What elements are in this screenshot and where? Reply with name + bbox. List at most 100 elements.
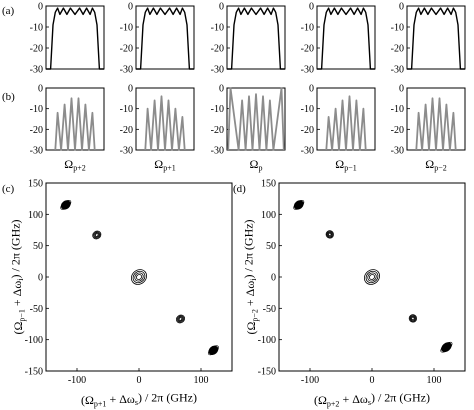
panel-c-island-4 — [175, 314, 186, 324]
panel-d-ytick-label-6: -150 — [258, 367, 276, 378]
panel-d-island-3-ring-1 — [364, 269, 380, 285]
panel-c-ylabel: (Ωp−1 + Δωi) / 2π (GHz) — [9, 219, 27, 334]
panel-c-island-4-ring-4 — [178, 317, 183, 321]
panel-b-ytick-label-2-3: -30 — [120, 146, 133, 157]
panel-d-ytick-label-2: 50 — [266, 241, 276, 252]
panel-a-cell-2: 0 -10 -20 -30 — [120, 2, 195, 76]
panel-b-ytick-label-5-0: 0 — [399, 84, 404, 95]
panel-a-ytick-label-1-1: -10 — [30, 23, 43, 34]
panel-b-ytick-label-2-0: 0 — [128, 84, 133, 95]
panel-b-ytick-label-1-0: 0 — [38, 84, 43, 95]
panel-d-island-4-ring-4 — [411, 316, 415, 321]
panel-b-cell-3: 0 -10 -20 -30 — [211, 84, 286, 157]
panel-b-ytick-label-3-3: -30 — [211, 146, 224, 157]
panel-b-ytick-label-5-3: -30 — [391, 146, 404, 157]
panel-b-ytick-label-3-1: -10 — [211, 104, 224, 115]
panel-a-curve-2 — [136, 7, 194, 70]
panel-d-ytick-label-5: -100 — [258, 335, 276, 346]
panel-b: 0 -10 -20 -30 0 -10 -20 -30 0 -10 -20 -30 0 -10 -20 -30… — [30, 84, 466, 157]
panel-d-island-4-ring-3 — [410, 315, 416, 321]
panel-d-island-4-ring-1 — [408, 314, 418, 323]
panel-d-island-1 — [293, 199, 305, 210]
panel-a-curve-5 — [407, 7, 465, 70]
panel-c-island-2-ring-1 — [92, 230, 102, 240]
panel-b-ytick-label-4-3: -30 — [301, 146, 314, 157]
panel-c-island-4-ring-1 — [175, 314, 186, 324]
panel-a-ytick-label-4-1: -10 — [301, 23, 314, 34]
panel-b-ytick-label-2-2: -20 — [120, 125, 133, 136]
panel-c-ytick-label-6: -150 — [25, 367, 43, 378]
panel-b-curve-1 — [54, 97, 96, 151]
panel-d-island-5-rim — [440, 341, 453, 353]
panel-label-b: (b) — [2, 91, 15, 103]
panel-d: 150 100 50 0 -50 -100 -150 -100 0 100 (Ωp+2 + Δωs)… — [242, 179, 466, 409]
panel-d-island-3 — [364, 269, 380, 285]
panel-b-ytick-label-3-0: 0 — [219, 84, 224, 95]
panel-c-island-4-ring-3 — [177, 316, 184, 322]
panel-b-ytick-label-1-3: -30 — [30, 146, 43, 157]
panel-c-xtick-label-1: 0 — [137, 375, 142, 386]
panel-a-ytick-label-5-0: 0 — [399, 2, 404, 13]
panel-c-xtick-label-0: -100 — [68, 375, 86, 386]
panel-a-ytick-label-1-2: -20 — [30, 44, 43, 55]
panel-a-ytick-label-4-0: 0 — [309, 2, 314, 13]
panel-a-ytick-label-2-2: -20 — [120, 44, 133, 55]
panel-b-ytick-label-3-2: -20 — [211, 125, 224, 136]
panel-b-cell-4: 0 -10 -20 -30 — [301, 84, 376, 157]
panel-b-ytick-label-4-2: -20 — [301, 125, 314, 136]
panel-a-frame-1 — [45, 5, 105, 70]
panel-label-a: (a) — [2, 5, 15, 17]
panel-a-cell-4: 0 -10 -20 -30 — [301, 2, 376, 76]
panel-c-island-2-ring-2 — [93, 231, 101, 239]
panel-c-ytick-label-1: 100 — [28, 210, 43, 221]
panel-c: 150 100 50 0 -50 -100 -150 -100 0 100 (Ωp+1 + Δωs)… — [9, 179, 233, 409]
panel-c-xlabel: (Ωp+1 + Δωs) / 2π (GHz) — [81, 391, 197, 409]
panel-c-ytick-label-2: 50 — [33, 241, 43, 252]
panel-d-ytick-label-0: 150 — [261, 179, 276, 190]
panel-a-ytick-label-3-1: -10 — [211, 23, 224, 34]
panel-c-island-3 — [131, 269, 147, 285]
panel-d-island-3-ring-4 — [369, 274, 375, 280]
panel-a-ytick-label-3-0: 0 — [219, 2, 224, 13]
panel-d-xtick-label-1: 0 — [370, 375, 375, 386]
panel-a-ytick-label-5-3: -30 — [391, 65, 404, 76]
panel-a-ytick-label-5-1: -10 — [391, 23, 404, 34]
panel-d-ytick-label-4: -50 — [263, 304, 276, 315]
panel-a-frame-4 — [316, 5, 376, 70]
panel-d-xlabel: (Ωp+2 + Δωs) / 2π (GHz) — [314, 391, 430, 409]
spectral-xlabel-3: Ωp — [250, 157, 263, 172]
panel-c-island-2-ring-4 — [95, 233, 99, 237]
panel-d-island-1-rim — [293, 199, 305, 210]
panel-a-frame-5 — [406, 5, 466, 70]
panel-d-ylabel: (Ωp−2 + Δωi) / 2π (GHz) — [242, 219, 260, 334]
panel-c-xtick-label-2: 100 — [194, 375, 209, 386]
panel-c-island-3-ring-2 — [132, 270, 146, 284]
panel-b-cell-2: 0 -10 -20 -30 — [120, 84, 195, 157]
panel-d-island-4 — [408, 314, 418, 323]
panel-b-ytick-label-1-2: -20 — [30, 125, 43, 136]
panel-d-xtick-label-0: -100 — [301, 375, 319, 386]
panel-d-island-2 — [325, 230, 334, 239]
panel-a-cell-5: 0 -10 -20 -30 — [391, 2, 466, 76]
panel-d-island-5 — [440, 341, 453, 353]
panel-b-curve-2 — [144, 95, 186, 151]
panel-a-ytick-label-3-3: -30 — [211, 65, 224, 76]
spectral-xlabel-1: Ωp+2 — [64, 157, 85, 172]
panel-b-ytick-label-2-1: -10 — [120, 104, 133, 115]
panel-b-ytick-label-1-1: -10 — [30, 104, 43, 115]
panel-b-curve-4 — [325, 95, 367, 151]
panel-b-ytick-label-4-0: 0 — [309, 84, 314, 95]
panel-a-ytick-label-4-3: -30 — [301, 65, 314, 76]
panel-d-island-2-ring-3 — [327, 231, 333, 237]
panel-c-island-3-ring-3 — [134, 272, 144, 282]
spectral-xlabel-2: Ωp+1 — [154, 157, 175, 172]
panel-a-ytick-label-1-3: -30 — [30, 65, 43, 76]
panel-b-ytick-label-4-1: -10 — [301, 104, 314, 115]
panel-d-island-4-ring-2 — [409, 315, 417, 322]
panel-a-cell-1: 0 -10 -20 -30 — [30, 2, 105, 76]
panel-a-curve-3 — [227, 7, 285, 70]
panel-c-ytick-label-3: 0 — [38, 273, 43, 284]
panel-c-island-5-rim — [207, 345, 219, 356]
panel-a-ytick-label-2-0: 0 — [128, 2, 133, 13]
